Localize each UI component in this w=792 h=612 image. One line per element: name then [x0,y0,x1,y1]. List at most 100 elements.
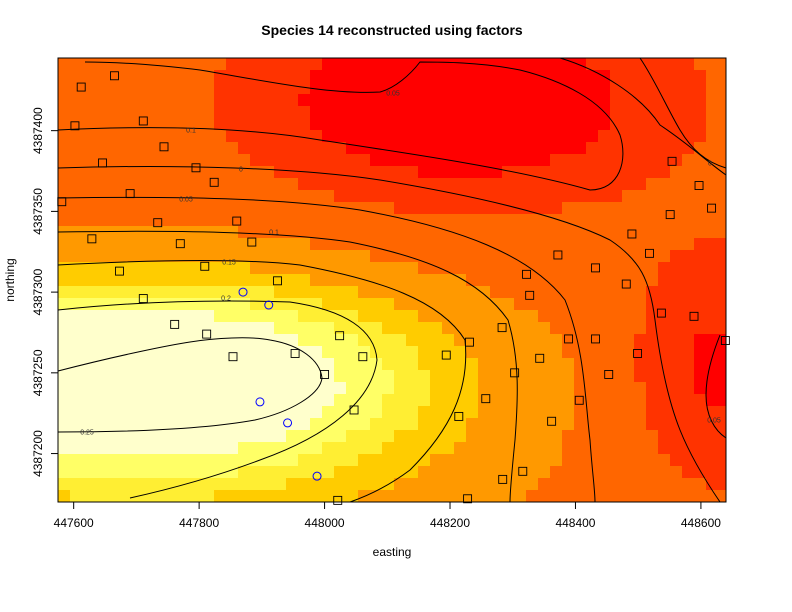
heat-cell [298,286,311,299]
heat-cell [646,406,659,419]
heat-cell [502,418,515,431]
heat-cell [634,226,647,239]
heat-cell [502,370,515,383]
heat-cell [538,226,551,239]
heat-cell [250,286,263,299]
heat-cell [562,358,575,371]
heat-cell [190,262,203,275]
heat-cell [166,226,179,239]
heat-cell [106,94,119,107]
heat-cell [310,322,323,335]
heat-cell [670,466,683,479]
heat-cell [70,58,83,71]
heat-cell [346,370,359,383]
heat-cell [214,118,227,131]
heat-cell [622,214,635,227]
heat-cell [202,466,215,479]
heat-cell [202,442,215,455]
heat-field [58,58,727,503]
heat-cell [610,478,623,491]
heat-cell [646,58,659,71]
heat-cell [274,178,287,191]
heat-cell [454,298,467,311]
heat-cell [682,106,695,119]
heat-cell [670,394,683,407]
heat-cell [634,454,647,467]
heat-cell [562,370,575,383]
heat-cell [682,154,695,167]
heat-cell [682,202,695,215]
heat-cell [586,214,599,227]
heat-cell [658,298,671,311]
heat-cell [334,94,347,107]
heat-cell [466,334,479,347]
heat-cell [106,478,119,491]
heat-cell [346,178,359,191]
sample-square-marker [349,405,359,415]
heat-cell [718,430,727,443]
heat-cell [418,466,431,479]
heat-cell [334,262,347,275]
heat-cell [394,226,407,239]
heat-cell [658,106,671,119]
heat-cell [670,322,683,335]
heat-cell [430,154,443,167]
heat-cell [370,490,383,503]
heat-cell [550,406,563,419]
heat-cell [718,214,727,227]
heat-cell [334,214,347,227]
heat-cell [442,382,455,395]
heat-cell [430,418,443,431]
heat-cell [226,166,239,179]
heat-cell [406,334,419,347]
heat-cell [190,214,203,227]
heat-cell [82,418,95,431]
heat-cell [130,358,143,371]
heat-cell [82,382,95,395]
heat-cell [154,58,167,71]
heat-cell [346,154,359,167]
heat-cell [142,118,155,131]
heat-cell [274,466,287,479]
heat-cell [598,358,611,371]
heat-cell [466,418,479,431]
heat-cell [334,394,347,407]
heat-cell [178,118,191,131]
heat-cell [202,178,215,191]
heat-cell [154,202,167,215]
heat-cell [694,286,707,299]
heat-cell [442,166,455,179]
heat-cell [298,442,311,455]
heat-cell [586,70,599,83]
heat-cell [478,154,491,167]
sample-square-marker [98,158,107,168]
heat-cell [550,334,563,347]
heat-cell [142,490,155,503]
heat-cell [610,370,623,383]
heat-cell [142,94,155,107]
heat-cell [58,358,71,371]
heat-cell [382,250,395,263]
heat-cell [298,358,311,371]
heat-cell [190,454,203,467]
heat-cell [634,298,647,311]
heat-cell [550,130,563,143]
heat-cell [562,430,575,443]
heat-cell [514,418,527,431]
heat-cell [634,154,647,167]
heat-cell [634,430,647,443]
heat-cell [454,250,467,263]
heat-cell [154,226,167,239]
heat-cell [262,130,275,143]
heat-cell [682,322,695,335]
heat-cell [382,322,395,335]
heat-cell [310,250,323,263]
heat-cell [694,154,707,167]
heat-cell [406,178,419,191]
heat-cell [622,334,635,347]
heat-cell [442,70,455,83]
heat-cell [610,274,623,287]
heat-cell [358,370,371,383]
heat-cell [514,406,527,419]
heat-cell [358,478,371,491]
